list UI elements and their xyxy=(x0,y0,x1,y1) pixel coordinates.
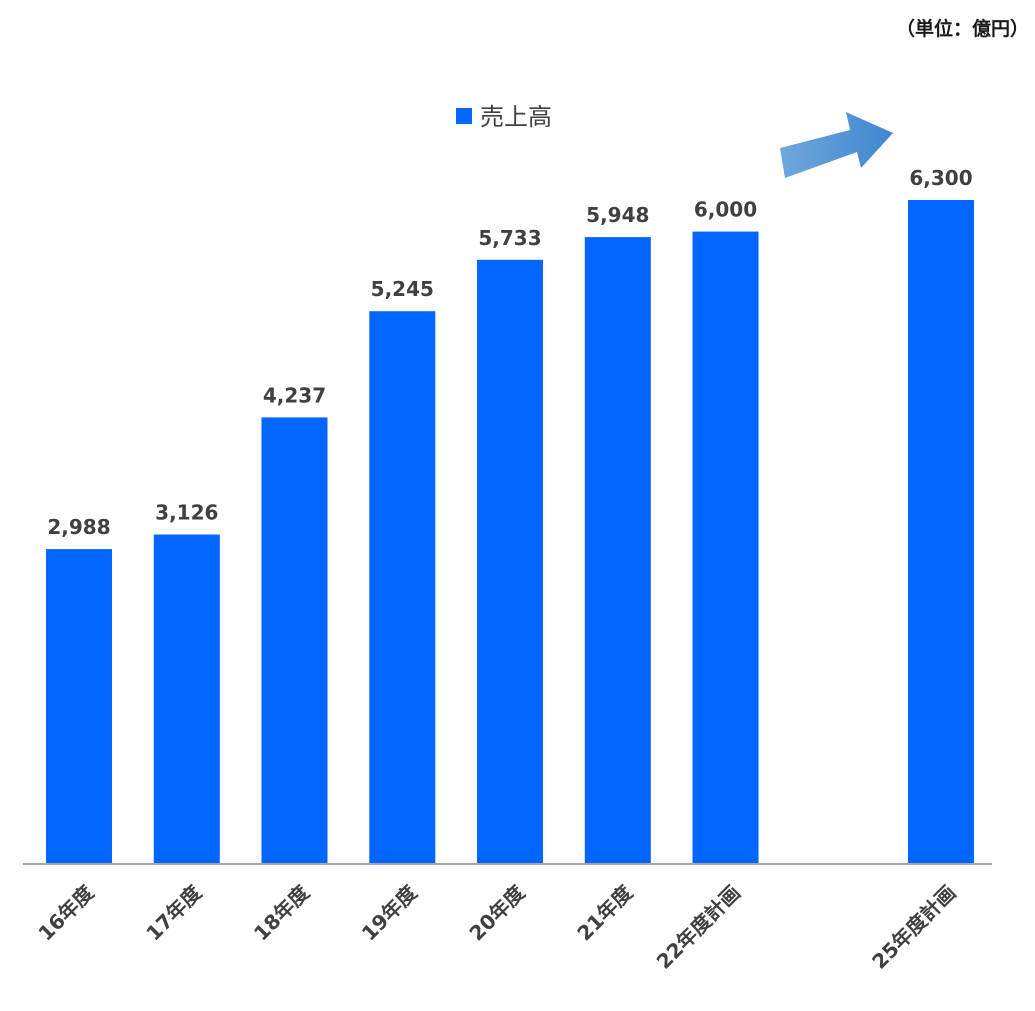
category-label-2: 17年度 xyxy=(141,880,207,946)
category-label-5: 20年度 xyxy=(464,880,530,946)
value-label-4: 5,245 xyxy=(371,277,434,301)
legend-swatch xyxy=(456,108,472,124)
category-label-6: 21年度 xyxy=(572,880,638,946)
category-label-4: 19年度 xyxy=(357,880,423,946)
value-label-1: 2,988 xyxy=(47,515,110,539)
bar-3 xyxy=(261,417,328,864)
category-label-7: 22年度計画 xyxy=(652,880,745,973)
value-label-6: 5,948 xyxy=(586,203,649,227)
legend-label: 売上高 xyxy=(480,103,552,131)
bar-6 xyxy=(584,237,651,865)
bars-group xyxy=(46,200,974,865)
bar-4 xyxy=(369,311,436,864)
category-label-9: 25年度計画 xyxy=(867,880,960,973)
bar-1 xyxy=(46,549,112,864)
value-label-7: 6,000 xyxy=(694,198,757,222)
trend-arrow-icon xyxy=(780,112,893,178)
value-labels-group: 2,988 3,126 4,237 5,245 5,733 5,948 6,000 6,300 xyxy=(47,166,972,539)
value-label-3: 4,237 xyxy=(263,383,326,407)
value-label-9: 6,300 xyxy=(909,166,972,190)
value-label-2: 3,126 xyxy=(155,501,218,525)
category-label-3: 18年度 xyxy=(249,880,315,946)
unit-label: （単位：億円） xyxy=(895,18,1029,40)
bar-9 xyxy=(908,200,974,864)
bar-2 xyxy=(153,534,220,864)
value-label-5: 5,733 xyxy=(478,226,541,250)
chart-legend: 売上高 xyxy=(456,103,552,131)
bar-7 xyxy=(692,231,759,865)
category-labels-group: 16年度 17年度 18年度 19年度 20年度 21年度 22年度計画 25年度計画 xyxy=(33,880,960,974)
bar-5 xyxy=(477,259,543,864)
category-label-1: 16年度 xyxy=(33,880,99,946)
